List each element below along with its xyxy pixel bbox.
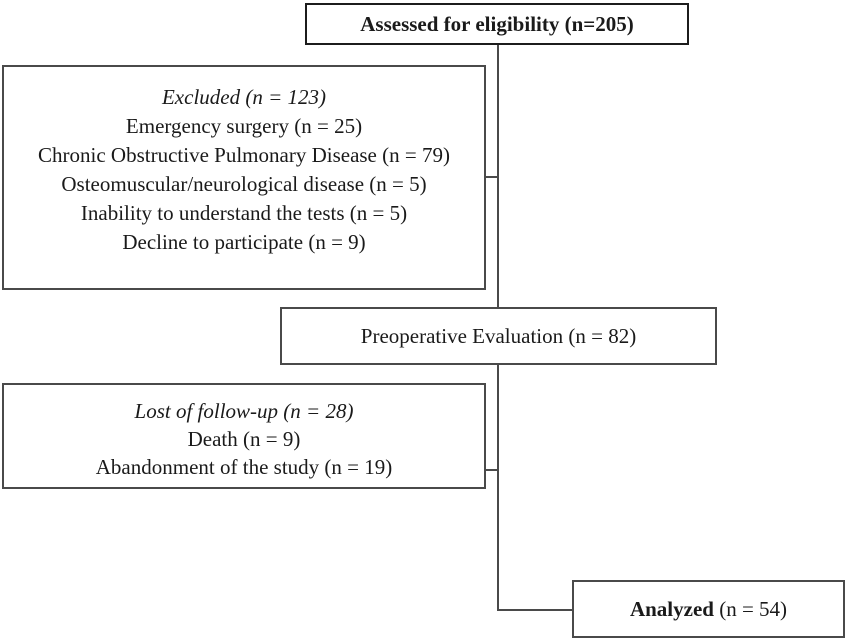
flowchart-box-excluded: Excluded (n = 123) Emergency surgery (n … (2, 65, 486, 290)
list-line: Emergency surgery (n = 25) (125, 114, 363, 138)
lost-title: Lost of follow-up (n = 28) (134, 399, 354, 423)
analyzed-title-bold: Analyzed (629, 596, 714, 621)
flowchart-box-analyzed: Analyzed (n = 54) (572, 580, 845, 638)
flowchart-box-preoperative: Preoperative Evaluation (n = 82) (280, 307, 717, 365)
flowchart-box-assessed: Assessed for eligibility (n=205) (305, 3, 689, 45)
excluded-items: Emergency surgery (n = 25) Chronic Obstru… (4, 112, 484, 257)
list-line: Osteomuscular/neurological disease (n = … (61, 172, 427, 196)
list-line: Decline to participate (n = 9) (122, 230, 366, 254)
list-line: Abandonment of the study (n = 19) (95, 455, 393, 479)
list-line: Death (n = 9) (187, 427, 301, 451)
flowchart-box-lost-followup: Lost of follow-up (n = 28) Death (n = 9)… (2, 383, 486, 489)
excluded-title: Excluded (n = 123) (161, 85, 327, 109)
assessed-title: Assessed for eligibility (n=205) (360, 11, 634, 36)
connector-analyzed-branch (497, 609, 573, 611)
analyzed-title: Analyzed (n = 54) (630, 597, 787, 622)
analyzed-title-rest: (n = 54) (713, 596, 788, 621)
preoperative-title: Preoperative Evaluation (n = 82) (360, 323, 637, 348)
connector-excluded-branch (486, 176, 498, 178)
list-line: Inability to understand the tests (n = 5… (80, 201, 408, 225)
lost-items: Death (n = 9) Abandonment of the study (n… (4, 425, 484, 481)
connector-lost-branch (486, 469, 498, 471)
list-line: Chronic Obstructive Pulmonary Disease (n… (38, 143, 450, 167)
